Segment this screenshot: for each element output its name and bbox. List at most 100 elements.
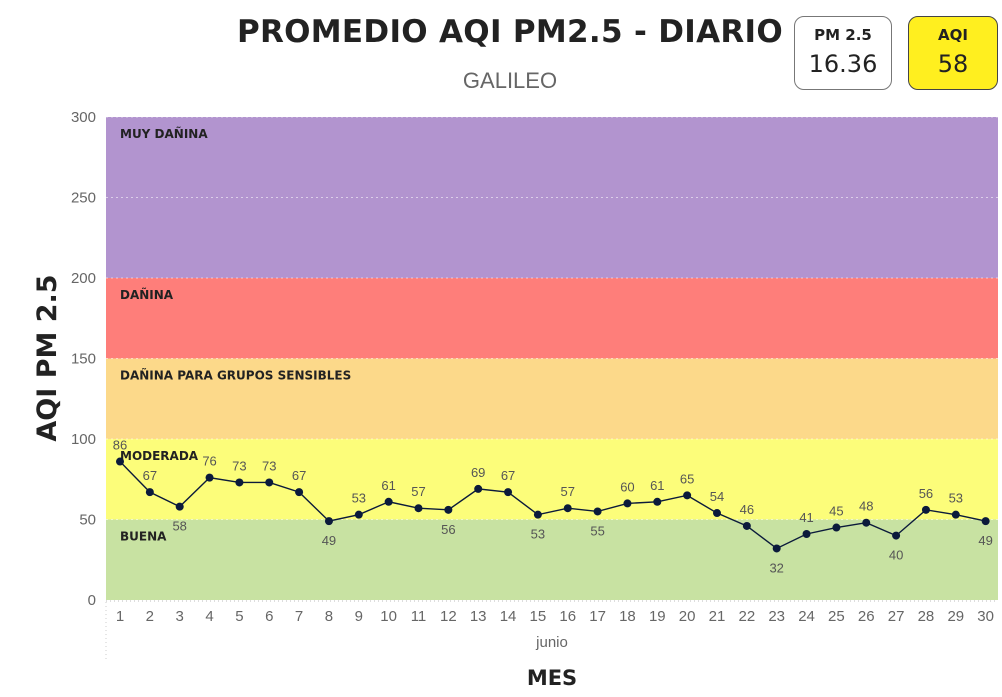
aqi-band-label-2: DAÑINA PARA GRUPOS SENSIBLES [120, 368, 351, 383]
data-point [205, 473, 214, 482]
data-label: 67 [501, 468, 515, 483]
data-label: 48 [859, 499, 873, 514]
x-tick-label: 11 [411, 608, 427, 625]
data-point [145, 488, 154, 497]
data-label: 45 [829, 504, 843, 519]
x-group-label: junio [535, 634, 568, 651]
x-tick-label: 4 [205, 608, 213, 625]
data-label: 73 [262, 458, 276, 473]
x-tick-label: 29 [947, 608, 964, 625]
data-label: 54 [710, 489, 724, 504]
aqi-band-1 [106, 439, 998, 520]
data-label: 73 [232, 458, 246, 473]
x-tick-label: 23 [768, 608, 785, 625]
x-tick-label: 13 [470, 608, 487, 625]
data-point [742, 521, 751, 530]
x-tick-label: 27 [888, 608, 905, 625]
aqi-band-label-1: MODERADA [120, 449, 199, 463]
data-point [384, 497, 393, 506]
data-label: 41 [799, 510, 813, 525]
chart-subtitle: GALILEO [462, 68, 558, 93]
data-point [265, 478, 274, 487]
x-tick-label: 30 [977, 608, 994, 625]
y-tick-label: 100 [71, 431, 96, 448]
data-label: 67 [292, 468, 306, 483]
data-label: 53 [531, 527, 545, 542]
y-tick-label: 50 [79, 512, 96, 529]
data-point [444, 505, 453, 514]
x-tick-label: 19 [649, 608, 666, 625]
y-tick-label: 300 [71, 109, 96, 126]
x-tick-label: 12 [440, 608, 457, 625]
x-tick-label: 18 [619, 608, 636, 625]
data-label: 56 [441, 522, 455, 537]
y-tick-label: 250 [71, 190, 96, 207]
x-tick-label: 5 [235, 608, 243, 625]
data-point [563, 504, 572, 513]
y-axis-title: AQI PM 2.5 [32, 274, 63, 441]
x-tick-label: 1 [116, 608, 124, 625]
x-tick-label: 9 [355, 608, 363, 625]
data-point [862, 518, 871, 527]
aqi-value: 58 [937, 50, 969, 78]
data-point [623, 499, 632, 508]
data-label: 49 [978, 533, 992, 548]
y-tick-label: 200 [71, 270, 96, 287]
data-point [324, 517, 333, 526]
data-label: 60 [620, 479, 634, 494]
data-label: 61 [381, 478, 395, 493]
data-point [981, 517, 990, 526]
data-point [295, 488, 304, 497]
x-tick-label: 14 [500, 608, 517, 625]
data-point [533, 510, 542, 519]
data-label: 40 [889, 548, 903, 563]
x-tick-label: 22 [739, 608, 756, 625]
data-point [802, 529, 811, 538]
pm25-card[interactable]: PM 2.5 16.36 [794, 16, 892, 90]
data-label: 69 [471, 465, 485, 480]
x-tick-label: 21 [709, 608, 726, 625]
data-label: 49 [322, 533, 336, 548]
pm25-label: PM 2.5 [814, 26, 872, 44]
data-label: 53 [949, 491, 963, 506]
data-label: 57 [561, 484, 575, 499]
aqi-band-2 [106, 358, 998, 439]
x-tick-label: 2 [146, 608, 154, 625]
data-point [354, 510, 363, 519]
data-label: 86 [113, 438, 127, 453]
data-label: 58 [172, 519, 186, 534]
data-label: 67 [143, 468, 157, 483]
aqi-band-0 [106, 519, 998, 600]
pm25-value: 16.36 [808, 50, 878, 78]
x-tick-label: 16 [559, 608, 576, 625]
data-point [713, 509, 721, 518]
x-tick-label: 3 [176, 608, 184, 625]
data-label: 57 [411, 484, 425, 499]
y-tick-label: 0 [88, 592, 96, 609]
aqi-label: AQI [938, 26, 968, 44]
aqi-band-label-0: BUENA [120, 530, 167, 544]
data-point [116, 457, 124, 466]
aqi-card[interactable]: AQI 58 [908, 16, 998, 90]
x-tick-label: 8 [325, 608, 333, 625]
data-point [235, 478, 244, 487]
x-tick-label: 17 [589, 608, 606, 625]
aqi-band-label-3: DAÑINA [120, 287, 174, 302]
data-point [921, 505, 930, 514]
x-tick-label: 20 [679, 608, 696, 625]
data-point [832, 523, 841, 532]
data-point [593, 507, 602, 516]
x-axis-title: MES [527, 666, 577, 690]
data-point [504, 488, 513, 497]
x-tick-label: 25 [828, 608, 845, 625]
x-tick-label: 6 [265, 608, 273, 625]
data-point [951, 510, 960, 519]
chart-title: PROMEDIO AQI PM2.5 - DIARIO [236, 14, 784, 50]
data-point [474, 484, 483, 493]
data-point [414, 504, 423, 513]
data-label: 65 [680, 471, 694, 486]
x-tick-label: 24 [798, 608, 815, 625]
x-tick-label: 28 [918, 608, 935, 625]
x-tick-label: 15 [530, 608, 547, 625]
